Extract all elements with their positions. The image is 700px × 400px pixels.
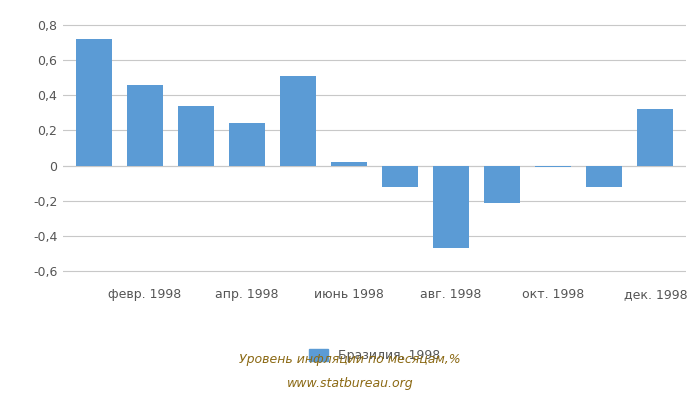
Bar — [127, 85, 162, 166]
Text: www.statbureau.org: www.statbureau.org — [287, 378, 413, 390]
Bar — [331, 162, 367, 166]
Bar — [484, 166, 520, 202]
Bar — [178, 106, 214, 166]
Bar — [382, 166, 418, 187]
Bar — [76, 39, 111, 166]
Text: Уровень инфляции по месяцам,%: Уровень инфляции по месяцам,% — [239, 354, 461, 366]
Bar — [433, 166, 469, 248]
Legend: Бразилия, 1998: Бразилия, 1998 — [304, 344, 445, 367]
Bar — [229, 123, 265, 166]
Bar — [638, 109, 673, 166]
Bar — [587, 166, 622, 187]
Bar — [536, 166, 571, 167]
Bar — [280, 76, 316, 166]
